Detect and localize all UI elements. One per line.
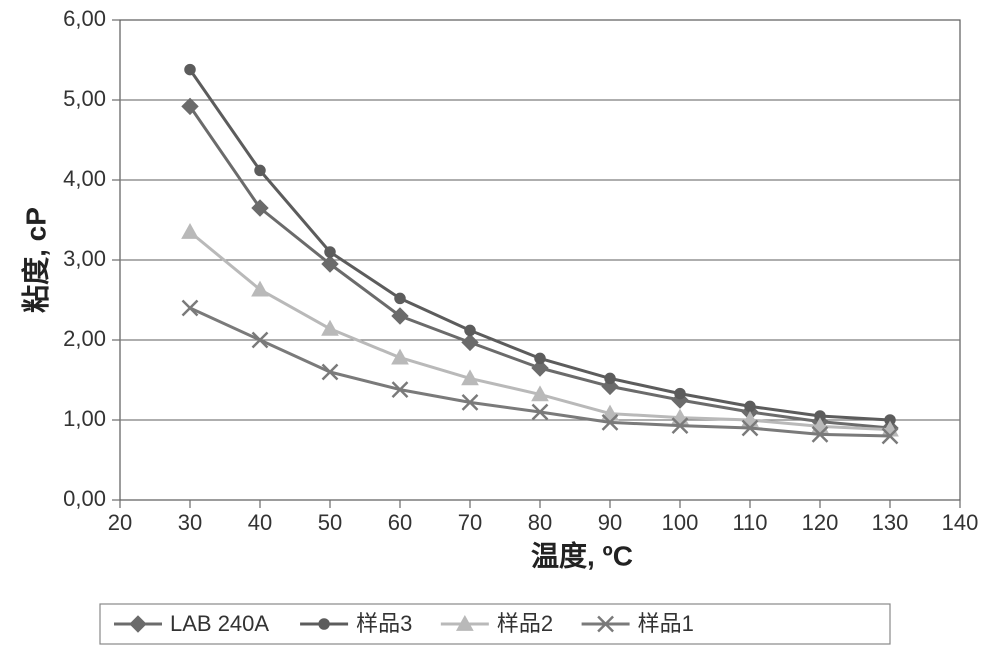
- svg-text:130: 130: [872, 510, 909, 535]
- svg-text:120: 120: [802, 510, 839, 535]
- legend-label: 样品2: [497, 611, 553, 636]
- legend-label: 样品1: [638, 611, 694, 636]
- svg-text:40: 40: [248, 510, 272, 535]
- svg-text:4,00: 4,00: [63, 166, 106, 191]
- svg-text:50: 50: [318, 510, 342, 535]
- viscosity-temperature-chart: 0,00 1,00 2,00 3,00 4,00 5,00 6,00 20 30 40 50 60 70…: [0, 0, 1000, 647]
- x-axis-label: 温度, ºC: [531, 540, 633, 571]
- svg-text:140: 140: [942, 510, 979, 535]
- chart-svg: 0,00 1,00 2,00 3,00 4,00 5,00 6,00 20 30 40 50 60 70…: [0, 0, 1000, 647]
- y-axis-label: 粘度, cP: [20, 207, 51, 313]
- svg-text:20: 20: [108, 510, 132, 535]
- svg-text:5,00: 5,00: [63, 86, 106, 111]
- svg-text:90: 90: [598, 510, 622, 535]
- svg-text:30: 30: [178, 510, 202, 535]
- svg-text:0,00: 0,00: [63, 486, 106, 511]
- svg-text:60: 60: [388, 510, 412, 535]
- svg-text:3,00: 3,00: [63, 246, 106, 271]
- svg-text:110: 110: [732, 510, 767, 535]
- svg-text:6,00: 6,00: [63, 6, 106, 31]
- legend-label: LAB 240A: [170, 611, 269, 636]
- svg-text:2,00: 2,00: [63, 326, 106, 351]
- svg-text:1,00: 1,00: [63, 406, 106, 431]
- legend-label: 样品3: [356, 611, 412, 636]
- svg-text:70: 70: [458, 510, 482, 535]
- svg-text:80: 80: [528, 510, 552, 535]
- svg-text:100: 100: [662, 510, 699, 535]
